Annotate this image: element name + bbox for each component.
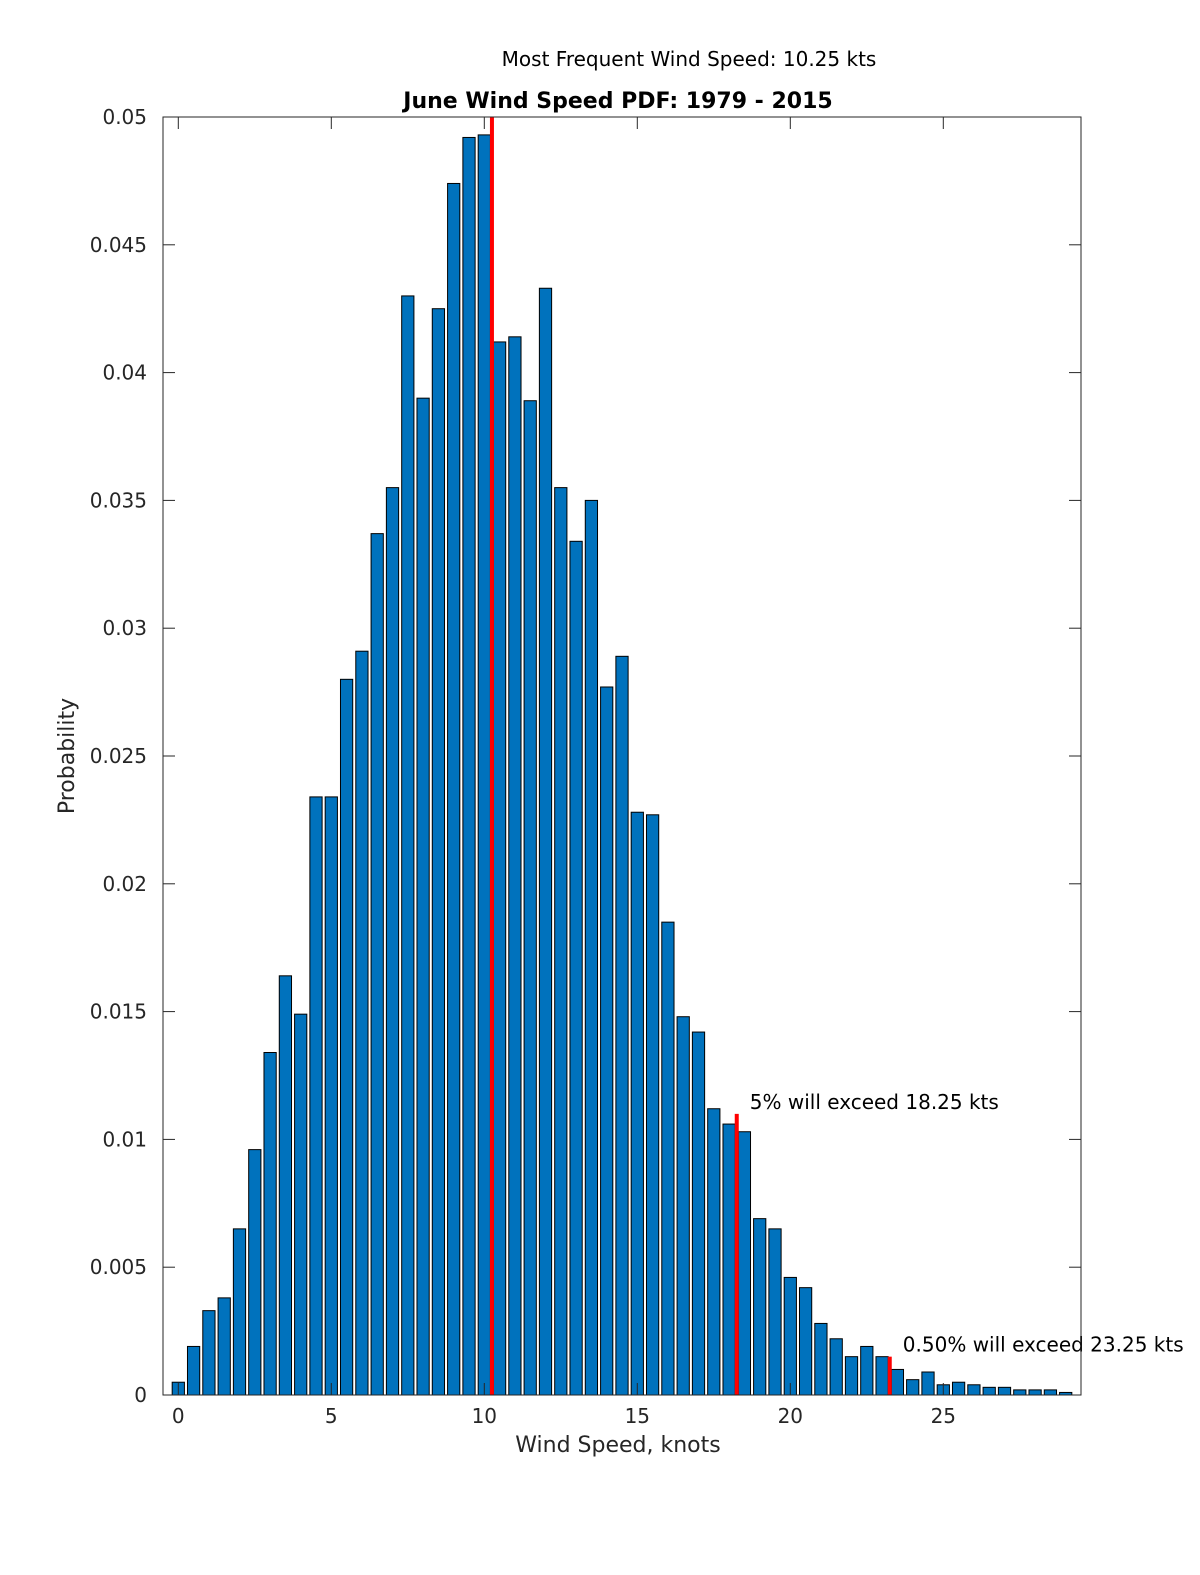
bar-20.5 <box>798 1287 813 1396</box>
y-tick-label-1: 0.005 <box>90 1255 147 1279</box>
bar-17.5 <box>707 1108 721 1396</box>
bar-26.5 <box>982 1386 996 1396</box>
marker-label-2: 0.50% will exceed 23.25 kts <box>903 1333 1184 1357</box>
y-tick-label-9: 0.045 <box>90 233 147 257</box>
y-tick-label-0: 0 <box>134 1383 147 1407</box>
bar-23 <box>875 1356 889 1396</box>
bar-19 <box>753 1218 767 1396</box>
bar-17 <box>691 1031 706 1396</box>
bar-9.5 <box>462 136 476 1396</box>
chart-title: June Wind Speed PDF: 1979 - 2015 <box>401 89 832 114</box>
bar-5.5 <box>339 678 354 1396</box>
bar-6 <box>355 650 369 1396</box>
bar-7 <box>385 487 400 1396</box>
bar-9 <box>447 182 461 1396</box>
bar-5 <box>324 796 338 1396</box>
x-tick-label-5: 5 <box>325 1404 338 1428</box>
x-tick-label-15: 15 <box>625 1404 650 1428</box>
ticks-layer: 0 5 10 15 20 25 0 0.005 0.01 0.015 0.02 0.025 0.03 0.… <box>90 105 1081 1428</box>
bar-22 <box>844 1356 859 1396</box>
chart-subtitle: Most Frequent Wind Speed: 10.25 kts <box>502 47 877 71</box>
bar-15.5 <box>645 814 660 1396</box>
bar-18 <box>722 1123 736 1396</box>
y-tick-label-2: 0.01 <box>102 1127 147 1151</box>
bar-11 <box>508 336 522 1396</box>
x-axis-label: Wind Speed, knots <box>515 1433 720 1458</box>
bar-26 <box>967 1384 981 1396</box>
bar-24 <box>906 1379 920 1396</box>
marker-label-1: 5% will exceed 18.25 kts <box>750 1090 999 1114</box>
bar-0.5 <box>186 1345 201 1396</box>
bar-7.5 <box>401 295 415 1396</box>
bar-4 <box>294 1013 308 1396</box>
bar-19.5 <box>768 1228 782 1396</box>
bar-24.5 <box>921 1371 935 1396</box>
y-tick-label-6: 0.03 <box>102 616 147 640</box>
bar-12.5 <box>554 487 568 1396</box>
bar-8 <box>416 397 430 1396</box>
plot-frame <box>162 116 1082 1396</box>
bar-28.5 <box>1043 1389 1058 1396</box>
bar-25.5 <box>951 1381 966 1396</box>
bar-4.5 <box>309 796 323 1396</box>
bar-20 <box>783 1276 797 1396</box>
markers-layer: 5% will exceed 18.25 kts 0.50% will excee… <box>489 117 1184 1395</box>
bar-15 <box>630 811 644 1396</box>
y-tick-label-4: 0.02 <box>102 872 147 896</box>
bar-1 <box>202 1310 216 1396</box>
bar-13.5 <box>584 499 599 1396</box>
y-tick-label-3: 0.015 <box>90 1000 147 1024</box>
x-tick-label-0: 0 <box>172 1404 185 1428</box>
bar-14 <box>600 686 614 1396</box>
bar-11.5 <box>523 400 537 1396</box>
bar-1.5 <box>217 1297 231 1396</box>
y-tick-label-5: 0.025 <box>90 744 147 768</box>
bar-14.5 <box>615 655 629 1396</box>
x-tick-label-20: 20 <box>778 1404 803 1428</box>
y-axis-label: Probability <box>55 698 80 814</box>
bar-3 <box>263 1052 277 1396</box>
bar-18.5 <box>737 1131 752 1396</box>
bar-28 <box>1028 1389 1042 1396</box>
bar-2 <box>232 1228 247 1396</box>
bar-23.5 <box>890 1368 905 1396</box>
y-tick-label-7: 0.035 <box>90 488 147 512</box>
bar-10 <box>477 134 491 1396</box>
bar-12 <box>538 287 553 1396</box>
bar-22.5 <box>860 1345 874 1396</box>
y-tick-label-8: 0.04 <box>102 361 147 385</box>
bar-27 <box>997 1386 1012 1396</box>
x-tick-label-10: 10 <box>472 1404 497 1428</box>
bar-2.5 <box>248 1149 262 1396</box>
bar-16 <box>661 921 675 1396</box>
x-tick-label-25: 25 <box>931 1404 956 1428</box>
bar-21.5 <box>829 1338 843 1396</box>
bar-21 <box>814 1322 828 1396</box>
bar-16.5 <box>676 1016 690 1396</box>
bar-13 <box>569 540 583 1396</box>
bar-10.5 <box>492 341 507 1396</box>
y-tick-label-10: 0.05 <box>102 105 147 129</box>
bar-8.5 <box>431 308 446 1396</box>
bar-6.5 <box>370 533 384 1396</box>
bar-27.5 <box>1013 1389 1027 1396</box>
bar-3.5 <box>278 975 293 1396</box>
